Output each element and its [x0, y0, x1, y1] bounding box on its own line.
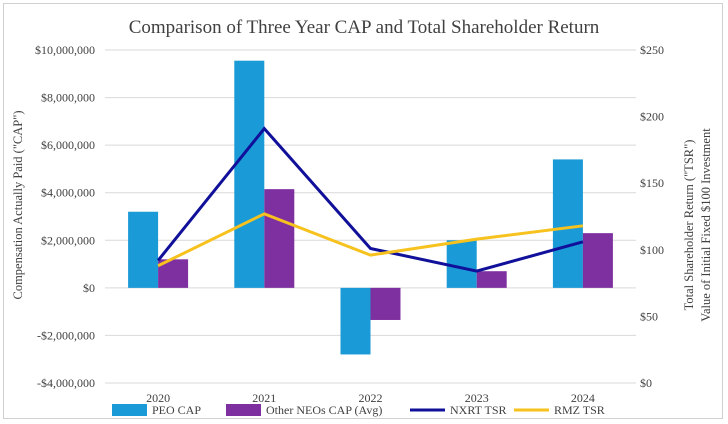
left-axis-title: Compensation Actually Paid ("CAP") [11, 110, 25, 299]
legend: PEO CAP Other NEOs CAP (Avg) NXRT TSR RMZ T… [112, 403, 605, 417]
bar-peo-cap [128, 211, 159, 288]
bar-other-neos-cap [370, 287, 401, 320]
legend-swatch [112, 404, 147, 416]
y-tick-label: $4,000,000 [41, 186, 95, 200]
line-rmz-tsr [157, 212, 584, 268]
y2-tick-label: $100 [640, 243, 664, 257]
bar-peo-cap [552, 159, 583, 288]
legend-label: NXRT TSR [450, 403, 507, 417]
tsr-lines [156, 126, 584, 273]
line-nxrt-tsr [156, 126, 584, 273]
x-tick-label: 2023 [465, 391, 489, 405]
chart-title: Comparison of Three Year CAP and Total S… [129, 17, 600, 38]
left-axis-ticks: $10,000,000 $8,000,000 $6,000,000 $4,000,00… [35, 43, 95, 390]
right-axis-ticks: $250 $200 $150 $100 $50 $0 [640, 43, 664, 390]
y2-tick-label: $200 [640, 110, 664, 124]
x-axis-ticks: 2020 2021 2022 2023 2024 [146, 391, 595, 405]
legend-label: Other NEOs CAP (Avg) [266, 403, 382, 417]
bar-other-neos-cap [264, 189, 295, 288]
right-axis-title-line1: Total Shareholder Return ("TSR") [682, 140, 696, 311]
bar-peo-cap [234, 60, 265, 288]
bar-peo-cap [446, 240, 477, 288]
bar-peo-cap [340, 287, 371, 355]
y-tick-label: $0 [83, 281, 95, 295]
legend-swatch [226, 404, 261, 416]
y-tick-label: $8,000,000 [41, 91, 95, 105]
y2-tick-label: $150 [640, 176, 664, 190]
bar-other-neos-cap [476, 271, 507, 288]
right-axis-title-line2: Value of Initial Fixed $100 Investment [699, 128, 713, 322]
y-tick-label: $6,000,000 [41, 138, 95, 152]
y-tick-label: $10,000,000 [35, 43, 95, 57]
y-tick-label: -$2,000,000 [37, 328, 95, 342]
y-tick-label: -$4,000,000 [37, 376, 95, 390]
y2-tick-label: $50 [640, 309, 658, 323]
x-tick-label: 2024 [571, 391, 595, 405]
legend-label: PEO CAP [152, 403, 201, 417]
bars [128, 60, 613, 355]
bar-other-neos-cap [582, 233, 613, 288]
y2-tick-label: $250 [640, 43, 664, 57]
x-tick-label: 2021 [252, 391, 276, 405]
y2-tick-label: $0 [640, 376, 652, 390]
y-tick-label: $2,000,000 [41, 233, 95, 247]
x-tick-label: 2022 [359, 391, 383, 405]
legend-label: RMZ TSR [554, 403, 605, 417]
x-tick-label: 2020 [146, 391, 170, 405]
